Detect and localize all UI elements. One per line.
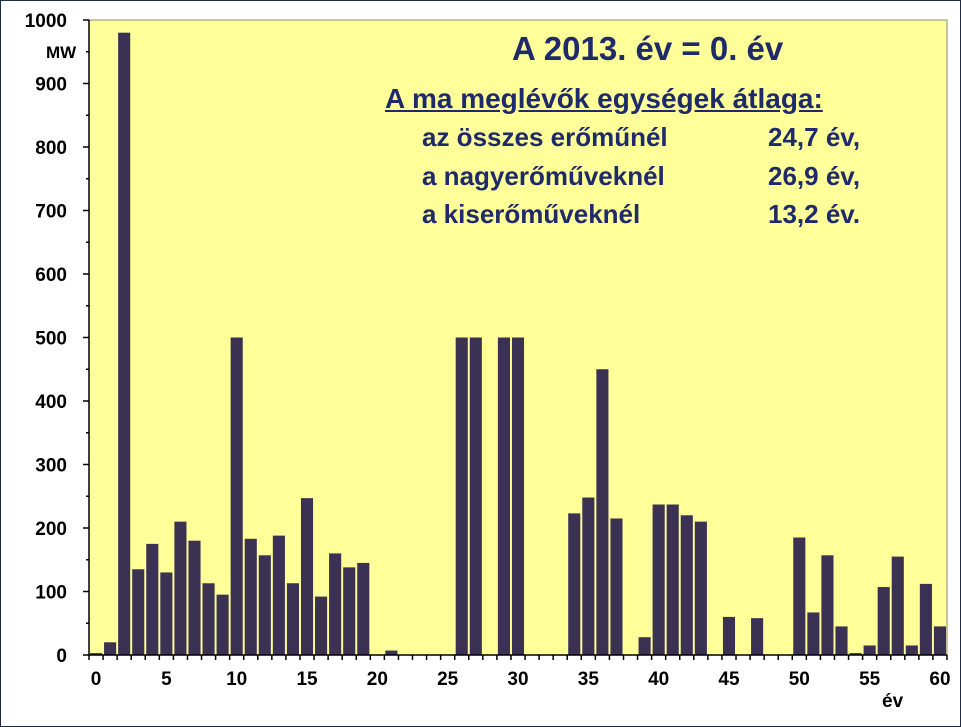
bar <box>329 553 342 655</box>
bar <box>933 626 947 655</box>
axes <box>83 19 948 660</box>
bar <box>596 369 609 655</box>
bar <box>694 521 707 655</box>
x-tick-label: 60 <box>929 669 950 690</box>
bar <box>188 540 201 655</box>
bar <box>497 337 510 655</box>
annotation-label: az összes erőműnél <box>422 122 668 152</box>
bar <box>160 572 173 655</box>
annotation-subtitle: A ma meglévők egységek átlaga: <box>385 83 823 114</box>
bar <box>174 521 187 655</box>
x-tick-label: 10 <box>226 669 247 690</box>
y-tick-label: 200 <box>35 519 67 540</box>
annotation-value: 13,2 év. <box>768 199 861 229</box>
y-tick-label: 500 <box>35 329 67 350</box>
x-tick-label: 0 <box>91 669 102 690</box>
x-tick-label: 15 <box>296 669 318 690</box>
y-tick-label: 0 <box>56 646 67 667</box>
bar <box>905 645 918 655</box>
bar <box>610 518 623 655</box>
bar <box>230 337 243 655</box>
x-tick-label: 30 <box>507 669 528 690</box>
bar <box>216 594 229 655</box>
bar <box>385 650 398 655</box>
bar <box>104 642 117 655</box>
x-tick-label: 5 <box>161 669 172 690</box>
y-tick-label: 800 <box>35 138 67 159</box>
y-tick-label: 900 <box>35 75 67 96</box>
annotation-label: a nagyerőműveknél <box>422 161 665 191</box>
x-tick-label: 25 <box>437 669 459 690</box>
bar <box>357 562 370 655</box>
bar <box>258 555 271 655</box>
x-tick-label: 35 <box>578 669 600 690</box>
bar <box>680 515 693 655</box>
bar <box>286 583 299 655</box>
y-tick-label: 400 <box>35 392 67 413</box>
annotation-value: 26,9 év, <box>768 161 861 191</box>
bar <box>272 535 285 655</box>
bar <box>343 567 356 655</box>
bar <box>722 616 736 655</box>
x-tick-label: 40 <box>648 669 669 690</box>
chart-title: A 2013. év = 0. év <box>512 30 784 67</box>
bar <box>821 555 834 655</box>
bar <box>666 504 679 655</box>
x-tick-label: 50 <box>789 669 810 690</box>
annotation-label: a kiserőműveknél <box>422 199 641 229</box>
bar <box>582 497 595 655</box>
bar <box>132 569 145 655</box>
bar <box>793 537 806 655</box>
bar <box>300 498 314 655</box>
annotation-value: 24,7 év, <box>768 122 861 152</box>
y-axis-label: MW <box>46 43 77 62</box>
y-tick-label: 700 <box>35 202 67 223</box>
y-tick-label: 100 <box>35 583 67 604</box>
bar <box>863 645 876 655</box>
bar <box>877 587 890 655</box>
tick-labels: 0 100 200 300 400 500 600 700 800 900 1000 0 5 10 15 20… <box>25 11 951 690</box>
bar <box>89 653 103 655</box>
y-tick-label: 600 <box>35 265 67 286</box>
bar <box>455 337 468 655</box>
y-tick-label: 300 <box>35 456 67 477</box>
bar <box>807 612 820 655</box>
bar <box>835 626 848 655</box>
bar <box>469 337 482 655</box>
bar <box>751 618 764 655</box>
bar <box>511 337 525 655</box>
bar <box>652 504 665 655</box>
bar <box>849 653 862 655</box>
bar <box>244 538 257 655</box>
bar <box>891 556 904 655</box>
bar <box>146 543 159 656</box>
x-tick-label: 45 <box>718 669 740 690</box>
y-tick-label: 1000 <box>25 11 67 32</box>
bars <box>89 32 947 656</box>
bar <box>638 637 651 655</box>
x-tick-label: 55 <box>859 669 881 690</box>
bar <box>202 583 215 655</box>
bar <box>315 596 328 655</box>
x-axis-label: év <box>882 691 904 712</box>
bar <box>118 32 131 655</box>
x-tick-label: 20 <box>367 669 388 690</box>
bar <box>919 583 932 655</box>
bar <box>568 513 581 655</box>
